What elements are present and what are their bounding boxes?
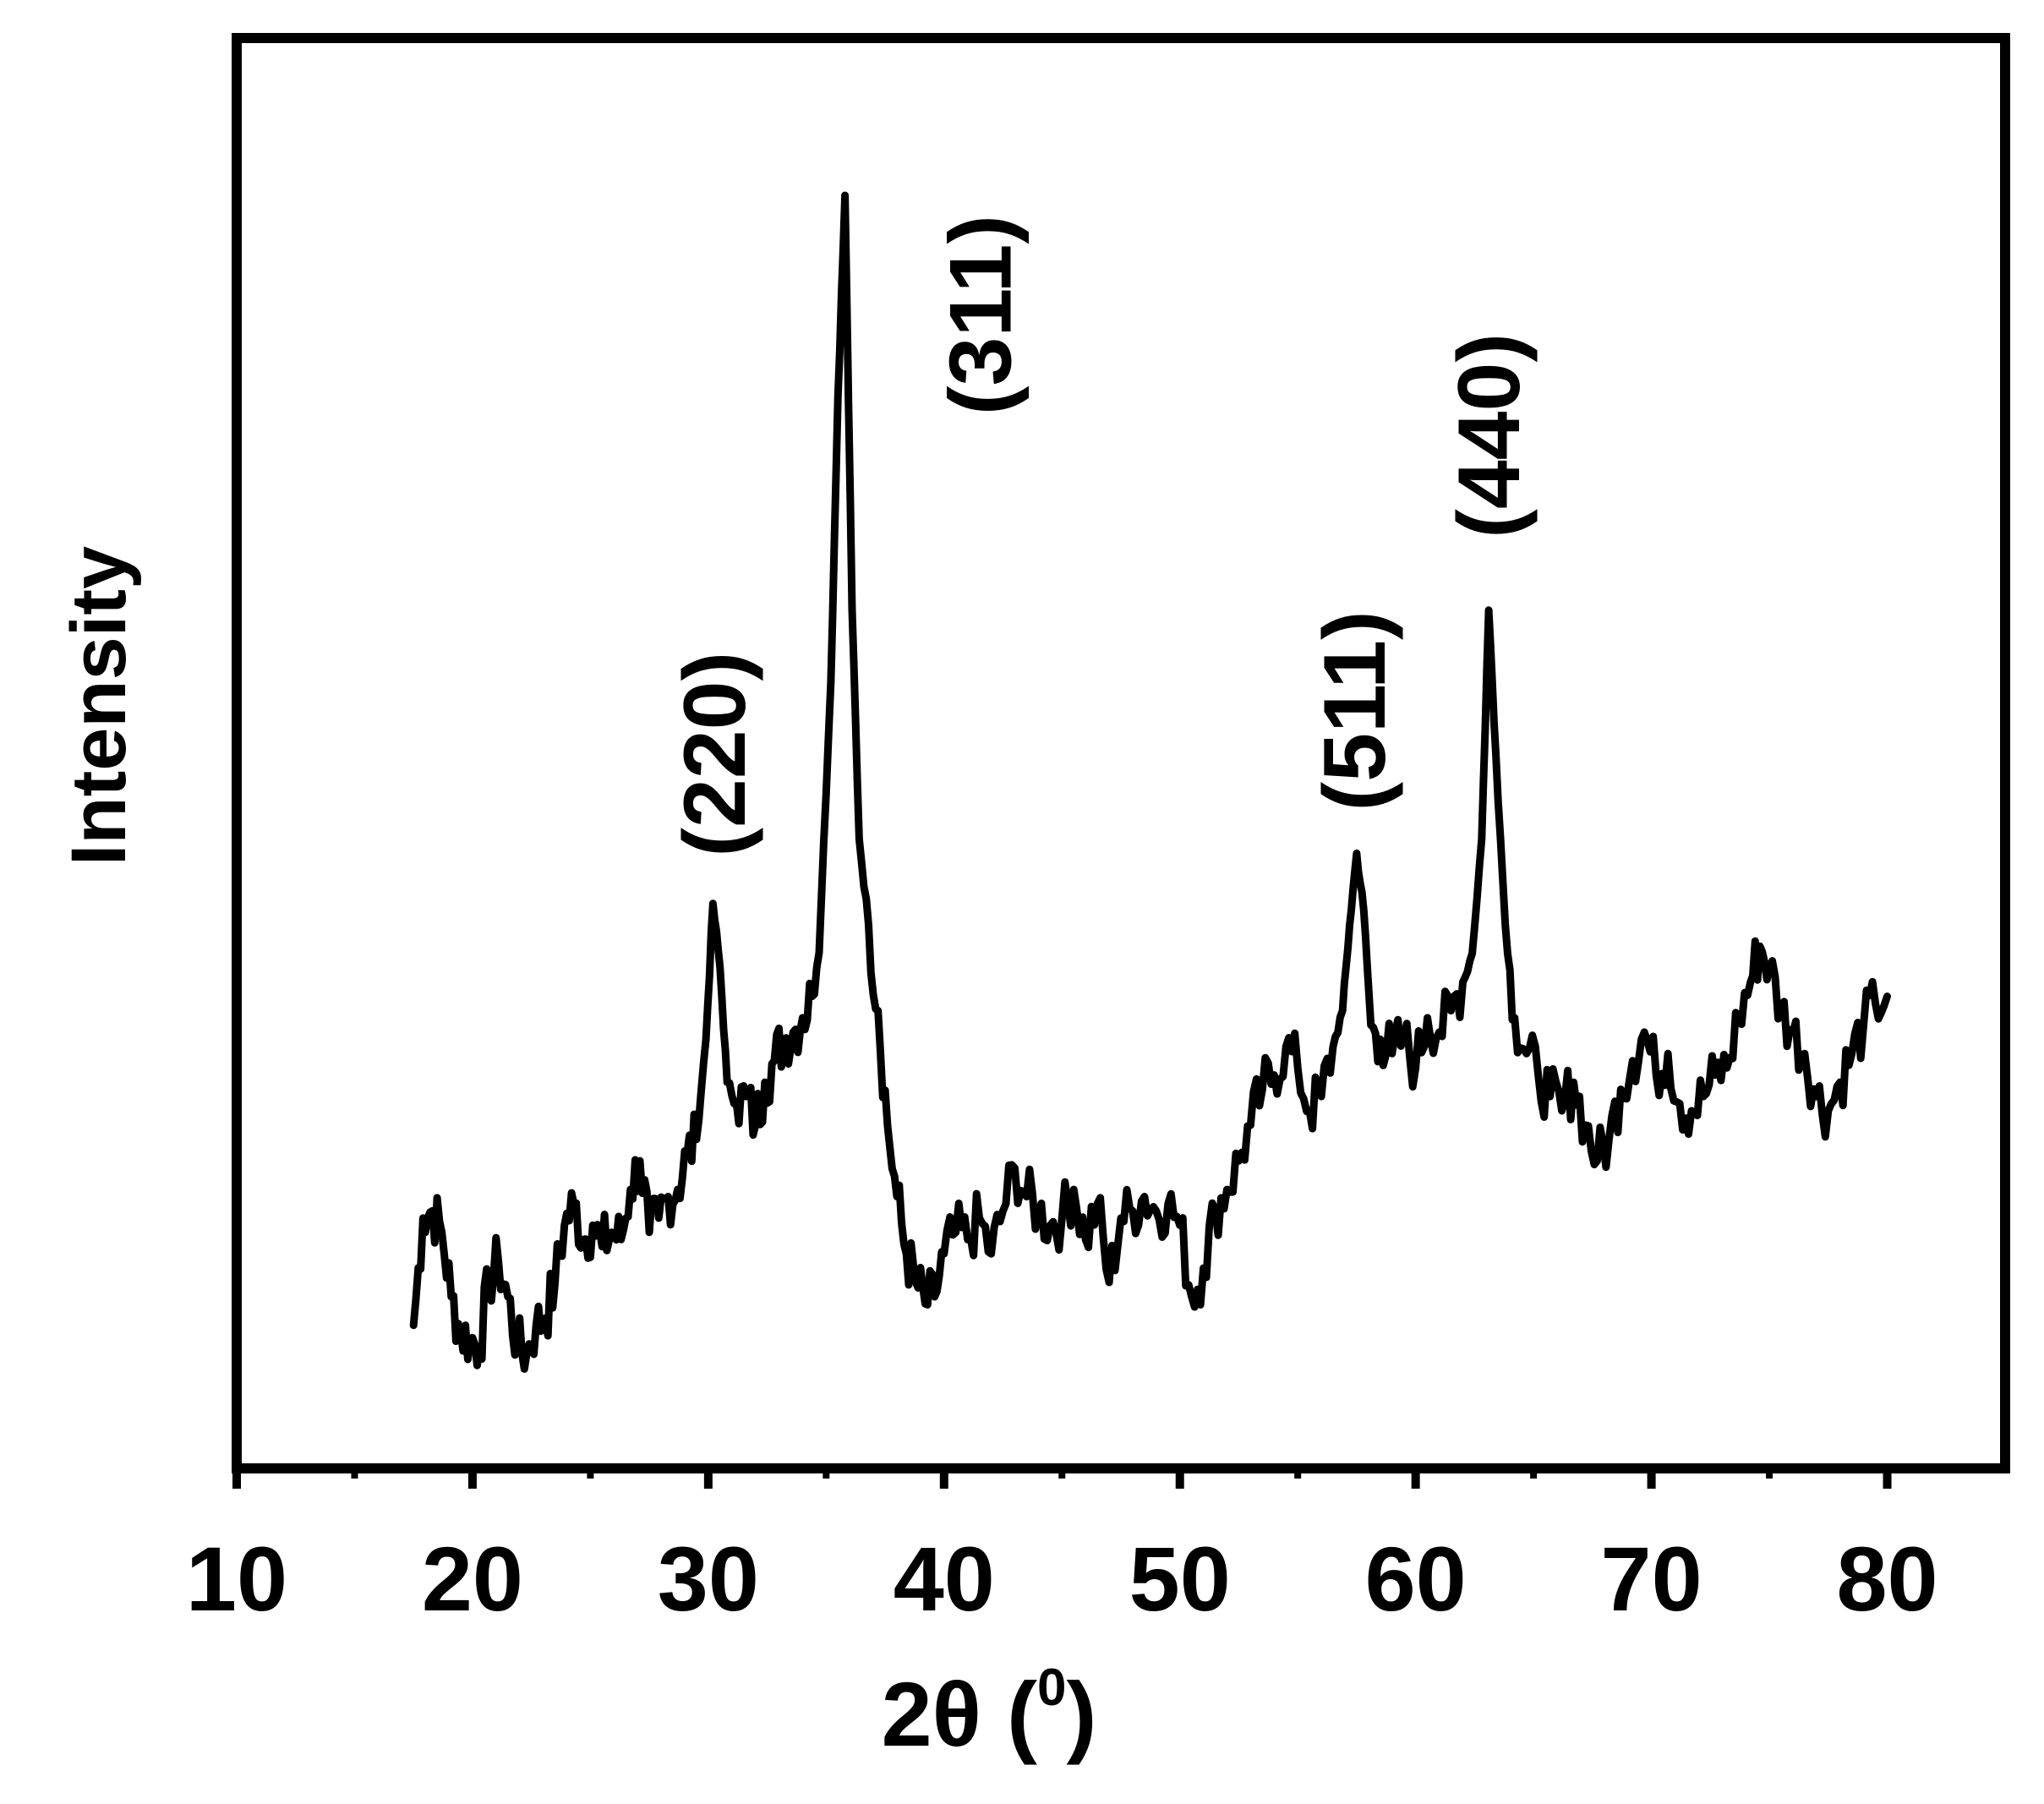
peak-labels: (220) (311) (511) (440) — [666, 215, 1538, 857]
x-tick-label-30: 30 — [658, 1528, 759, 1630]
y-axis-label: Intensity — [56, 546, 142, 866]
x-axis-label-end: ) — [1066, 1663, 1096, 1765]
x-tick-label-20: 20 — [422, 1528, 523, 1630]
x-axis-label-main: 2θ ( — [882, 1663, 1037, 1765]
x-tick-label-40: 40 — [894, 1528, 995, 1630]
peak-label-311: (311) — [932, 215, 1030, 415]
peak-label-440: (440) — [1440, 333, 1538, 538]
x-axis-label: 2θ (0) — [882, 1659, 1097, 1765]
x-axis-tick-labels: 10 20 30 40 50 60 70 80 — [186, 1528, 1938, 1630]
x-tick-label-70: 70 — [1601, 1528, 1702, 1630]
peak-label-511: (511) — [1306, 610, 1404, 811]
series-line — [409, 191, 1891, 1373]
x-tick-label-10: 10 — [186, 1528, 287, 1630]
plot-frame — [232, 33, 2010, 1473]
peak-label-220: (220) — [666, 652, 764, 857]
x-axis-ticks — [232, 1468, 1892, 1489]
x-tick-label-50: 50 — [1129, 1528, 1231, 1630]
x-axis-label-sup: 0 — [1037, 1659, 1066, 1717]
x-tick-label-60: 60 — [1365, 1528, 1467, 1630]
x-tick-label-80: 80 — [1836, 1528, 1937, 1630]
